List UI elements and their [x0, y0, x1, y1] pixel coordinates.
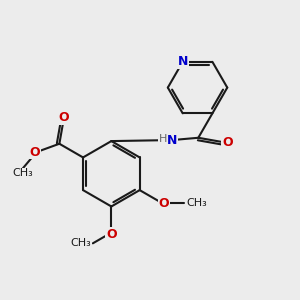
Text: O: O	[158, 197, 169, 210]
Text: O: O	[106, 228, 117, 241]
Text: H: H	[158, 134, 167, 144]
Text: CH₃: CH₃	[186, 198, 207, 208]
Text: CH₃: CH₃	[12, 169, 33, 178]
Text: O: O	[58, 111, 69, 124]
Text: N: N	[178, 55, 188, 68]
Text: N: N	[167, 134, 177, 147]
Text: O: O	[222, 136, 233, 148]
Text: CH₃: CH₃	[70, 238, 91, 248]
Text: O: O	[30, 146, 40, 159]
